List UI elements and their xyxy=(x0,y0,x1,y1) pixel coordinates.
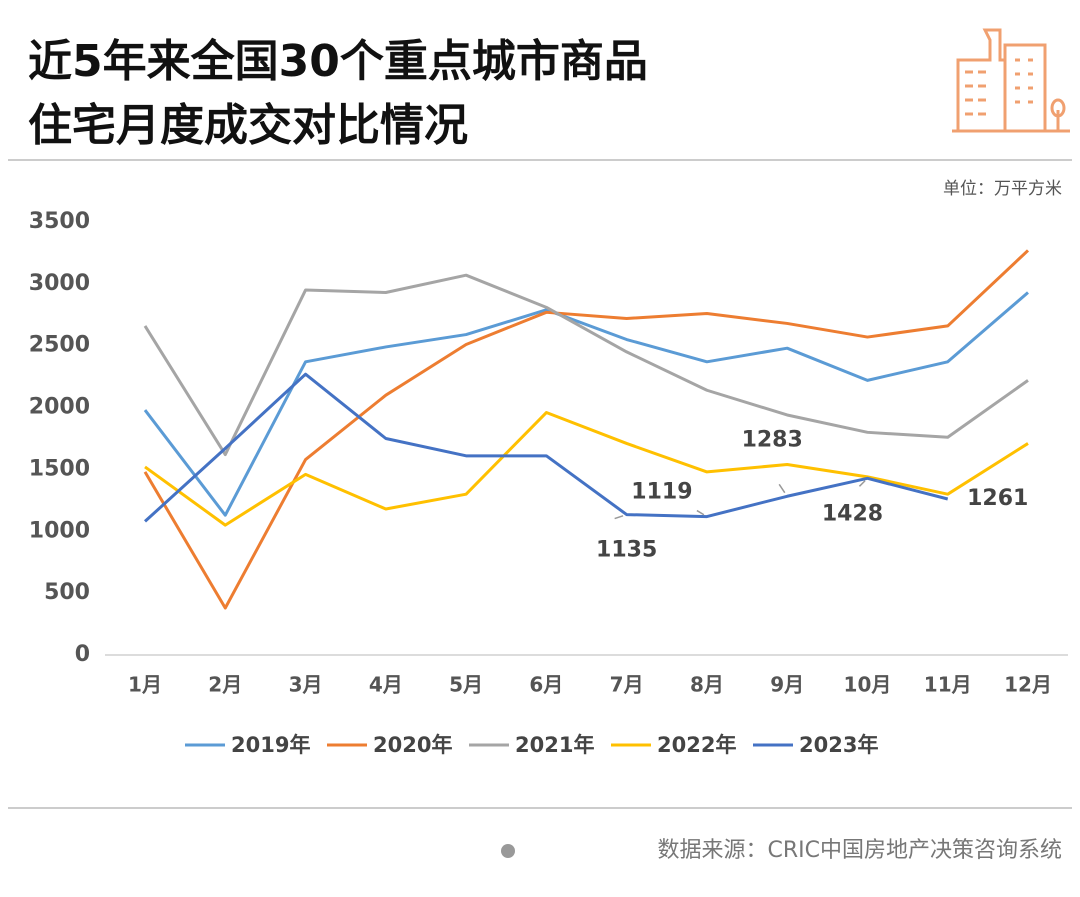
x-tick-label: 5月 xyxy=(449,673,483,697)
y-tick-label: 2500 xyxy=(29,333,90,358)
value-label: 1261 xyxy=(967,486,1028,511)
y-tick-label: 2000 xyxy=(29,395,90,420)
y-tick-label: 1000 xyxy=(29,518,90,543)
x-tick-label: 9月 xyxy=(770,673,804,697)
x-tick-label: 4月 xyxy=(369,673,403,697)
source-dot xyxy=(501,844,515,858)
x-tick-label: 1月 xyxy=(128,673,162,697)
y-tick-label: 1500 xyxy=(29,456,90,481)
y-tick-label: 3000 xyxy=(29,271,90,296)
x-tick-label: 7月 xyxy=(610,673,644,697)
x-tick-label: 2月 xyxy=(208,673,242,697)
y-tick-label: 500 xyxy=(44,580,90,605)
chart-title: 住宅月度成交对比情况 xyxy=(28,100,468,151)
series-line xyxy=(143,273,1029,457)
building-icon xyxy=(952,28,1070,133)
x-tick-label: 10月 xyxy=(844,673,892,697)
source: 数据来源：CRIC中国房地产决策咨询系统 xyxy=(658,838,1063,863)
x-tick-label: 6月 xyxy=(529,673,563,697)
value-label: 1283 xyxy=(742,427,803,452)
value-label: 1119 xyxy=(631,480,692,505)
y-tick-label: 3500 xyxy=(29,209,90,234)
legend-label: 2019年 xyxy=(231,733,310,757)
x-tick-label: 8月 xyxy=(690,673,724,697)
x-tick-label: 12月 xyxy=(1004,673,1052,697)
leader-line xyxy=(614,515,624,520)
leader-line xyxy=(696,509,705,516)
legend-label: 2021年 xyxy=(515,733,594,757)
series-line xyxy=(143,372,949,523)
chart-title: 近5年来全国30个重点城市商品 xyxy=(28,36,648,87)
x-tick-label: 3月 xyxy=(289,673,323,697)
legend-label: 2022年 xyxy=(657,733,736,757)
value-label: 1135 xyxy=(596,538,657,563)
legend-label: 2020年 xyxy=(373,733,452,757)
unit-label: 单位：万平方米 xyxy=(943,179,1062,199)
leader-line xyxy=(778,483,786,494)
value-label: 1428 xyxy=(822,501,883,526)
legend-label: 2023年 xyxy=(799,733,878,757)
series-line xyxy=(144,411,1029,527)
x-tick-label: 11月 xyxy=(924,673,972,697)
y-tick-label: 0 xyxy=(75,642,90,667)
leader-line xyxy=(858,480,866,487)
